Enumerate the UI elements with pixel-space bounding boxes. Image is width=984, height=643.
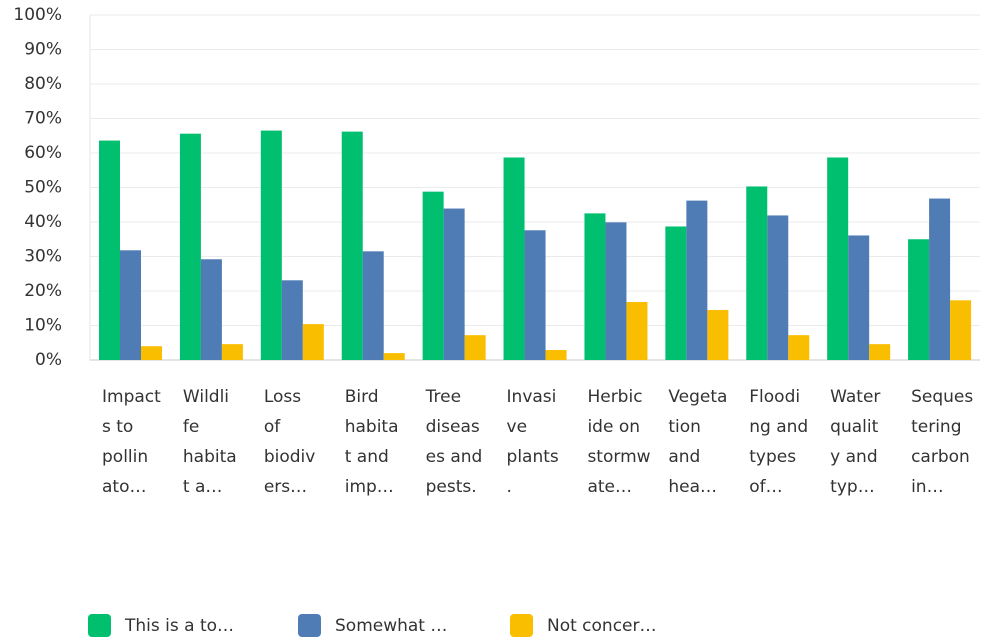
x-tick-label: imp… bbox=[345, 477, 394, 497]
bar bbox=[665, 226, 687, 360]
bar bbox=[788, 335, 810, 360]
x-tick-label: habita bbox=[345, 417, 399, 437]
bar bbox=[545, 349, 567, 360]
x-tick-label: of… bbox=[749, 477, 782, 497]
x-tick-label: Bird bbox=[345, 387, 379, 407]
x-tick-label: Loss bbox=[264, 387, 301, 407]
y-tick-label: 50% bbox=[24, 178, 62, 198]
bar bbox=[99, 140, 120, 360]
x-tick-label: fe bbox=[183, 417, 199, 437]
x-tick-label: ate… bbox=[587, 477, 632, 497]
y-tick-label: 80% bbox=[24, 74, 62, 94]
x-tick-label: s to bbox=[102, 417, 133, 437]
bar bbox=[383, 353, 405, 360]
x-tick-label: Tree bbox=[425, 387, 461, 407]
y-tick-label: 40% bbox=[24, 212, 62, 232]
x-tick-label: Invasi bbox=[507, 387, 557, 407]
y-tick-label: 20% bbox=[24, 281, 62, 301]
x-tick-label: plants bbox=[507, 447, 559, 467]
bar bbox=[260, 130, 282, 360]
legend-label: Somewhat … bbox=[335, 616, 447, 636]
x-tick-label: y and bbox=[830, 447, 877, 467]
x-tick-label: habita bbox=[183, 447, 237, 467]
y-tick-label: 30% bbox=[24, 247, 62, 267]
x-tick-label: es and bbox=[426, 447, 483, 467]
x-tick-label: ers… bbox=[264, 477, 307, 497]
bar bbox=[120, 250, 141, 360]
x-tick-label: types bbox=[749, 447, 796, 467]
x-tick-label: t and bbox=[345, 447, 389, 467]
x-tick-label: Impact bbox=[102, 387, 161, 407]
x-tick-label: Wildli bbox=[183, 387, 229, 407]
bar bbox=[950, 300, 972, 360]
x-tick-label: qualit bbox=[830, 417, 878, 437]
legend-swatch bbox=[88, 614, 111, 637]
x-tick-label: Seques bbox=[911, 387, 973, 407]
bar bbox=[464, 335, 486, 360]
bar bbox=[221, 344, 243, 360]
legend-label: This is a to… bbox=[124, 616, 234, 636]
x-tick-label: hea… bbox=[668, 477, 717, 497]
bar bbox=[341, 131, 363, 360]
x-tick-label: diseas bbox=[426, 417, 480, 437]
bar bbox=[141, 346, 162, 360]
y-tick-label: 90% bbox=[24, 40, 62, 60]
x-tick-label: t a… bbox=[183, 477, 223, 497]
bar bbox=[767, 215, 789, 360]
y-tick-label: 60% bbox=[24, 143, 62, 163]
x-tick-label: ng and bbox=[749, 417, 808, 437]
x-tick-label: ide on bbox=[587, 417, 640, 437]
legend-swatch bbox=[298, 614, 321, 637]
x-tick-label: pollin bbox=[102, 447, 148, 467]
bar bbox=[746, 186, 768, 360]
bar bbox=[827, 157, 849, 360]
y-tick-label: 10% bbox=[24, 316, 62, 336]
bar bbox=[848, 235, 870, 360]
bar bbox=[929, 198, 951, 360]
x-tick-label: in… bbox=[911, 477, 944, 497]
bar bbox=[362, 251, 384, 360]
bar bbox=[686, 200, 708, 360]
bar bbox=[422, 191, 444, 360]
x-tick-label: Water bbox=[830, 387, 880, 407]
legend-swatch bbox=[510, 614, 533, 637]
y-tick-label: 0% bbox=[35, 350, 62, 370]
x-tick-label: typ… bbox=[830, 477, 875, 497]
bar bbox=[200, 259, 222, 360]
x-tick-label: pests. bbox=[426, 477, 477, 497]
x-tick-label: of bbox=[264, 417, 281, 437]
bar bbox=[626, 302, 648, 360]
x-tick-label: Vegeta bbox=[668, 387, 727, 407]
legend-label: Not concer… bbox=[547, 616, 657, 636]
bar bbox=[503, 157, 525, 360]
x-tick-label: ato… bbox=[102, 477, 146, 497]
x-tick-label: carbon bbox=[911, 447, 970, 467]
x-tick-label: Herbic bbox=[587, 387, 642, 407]
x-tick-label: . bbox=[507, 477, 512, 497]
bar bbox=[869, 344, 891, 360]
bar bbox=[707, 309, 729, 360]
bar bbox=[443, 208, 465, 360]
x-tick-label: biodiv bbox=[264, 447, 316, 467]
bar bbox=[302, 324, 324, 360]
y-tick-label: 100% bbox=[13, 5, 62, 25]
bar bbox=[179, 133, 201, 360]
bar bbox=[908, 239, 930, 360]
x-tick-label: and bbox=[668, 447, 700, 467]
x-tick-label: tering bbox=[911, 417, 961, 437]
bar bbox=[524, 230, 546, 360]
x-tick-label: tion bbox=[668, 417, 701, 437]
bar bbox=[605, 222, 627, 360]
bar bbox=[584, 213, 606, 360]
bar bbox=[281, 280, 303, 360]
x-tick-label: stormw bbox=[587, 447, 650, 467]
x-tick-label: Floodi bbox=[749, 387, 800, 407]
y-tick-label: 70% bbox=[24, 109, 62, 129]
x-tick-label: ve bbox=[507, 417, 528, 437]
